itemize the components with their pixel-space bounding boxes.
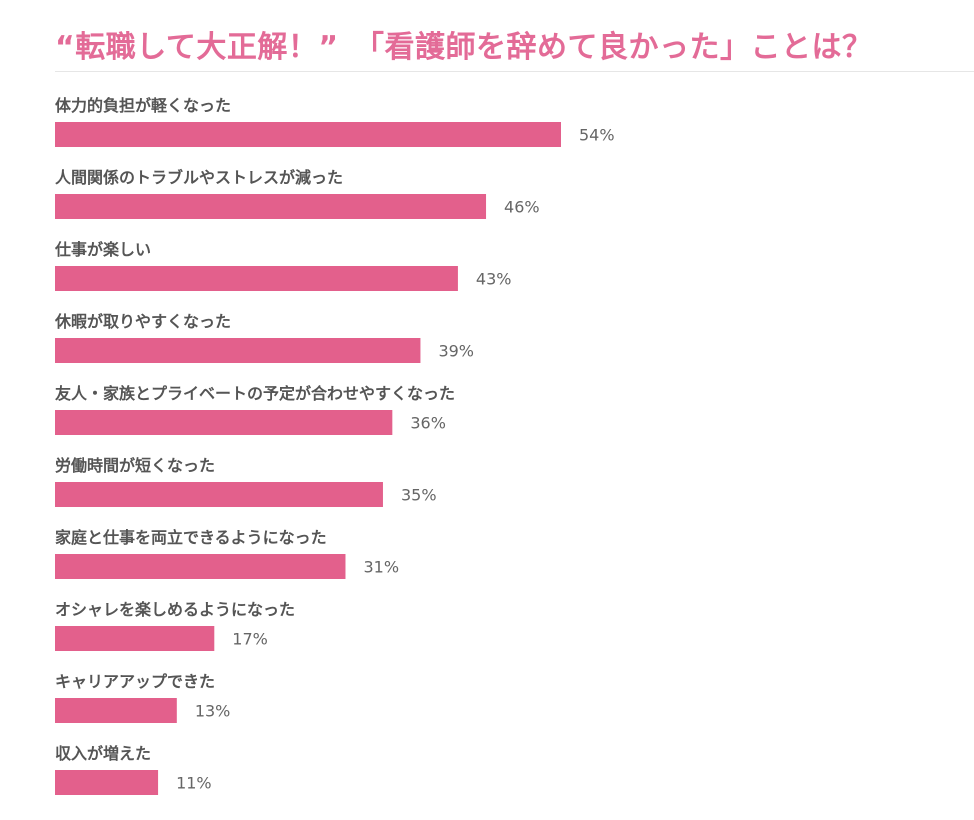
bar — [55, 194, 487, 219]
category-label: オシャレを楽しめるようになった — [55, 600, 295, 619]
category-label: 休暇が取りやすくなった — [54, 312, 231, 331]
bar — [55, 698, 177, 723]
value-label: 36% — [410, 414, 446, 433]
category-label: 人間関係のトラブルやストレスが減った — [55, 168, 343, 187]
category-label: 体力的負担が軽くなった — [55, 96, 231, 115]
category-label: 友人・家族とプライベートの予定が合わせやすくなった — [55, 384, 455, 403]
bar — [55, 554, 346, 579]
category-label: キャリアアップできた — [55, 672, 215, 691]
category-label: 労働時間が短くなった — [55, 456, 215, 475]
bar — [55, 482, 383, 507]
chart-title: “転職して大正解！” 「看護師を辞めて良かった」ことは？ — [55, 30, 873, 65]
bar — [55, 626, 215, 651]
bar — [55, 338, 421, 363]
value-label: 11% — [176, 774, 212, 793]
value-label: 31% — [363, 558, 399, 577]
value-label: 17% — [232, 630, 268, 649]
value-label: 46% — [504, 198, 540, 217]
category-label: 収入が増えた — [55, 744, 151, 763]
value-label: 39% — [438, 342, 474, 361]
category-label: 仕事が楽しい — [54, 240, 151, 259]
bar — [55, 770, 159, 795]
title-divider — [55, 71, 974, 72]
bar — [55, 122, 561, 147]
value-label: 35% — [401, 486, 437, 505]
bar — [55, 266, 458, 291]
category-label: 家庭と仕事を両立できるようになった — [55, 528, 327, 547]
bar — [55, 410, 393, 435]
value-label: 43% — [476, 270, 512, 289]
value-label: 54% — [579, 126, 615, 145]
value-label: 13% — [195, 702, 231, 721]
